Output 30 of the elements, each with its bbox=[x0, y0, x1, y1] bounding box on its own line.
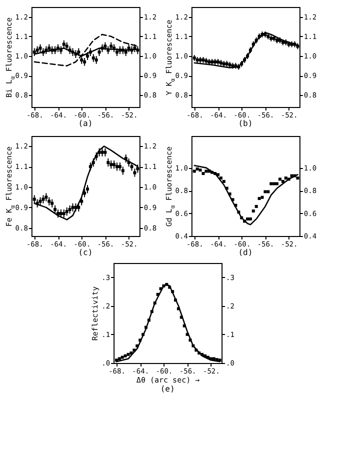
point bbox=[246, 217, 249, 220]
point bbox=[254, 204, 258, 208]
point bbox=[204, 170, 208, 173]
point bbox=[284, 176, 288, 180]
point bbox=[264, 190, 267, 194]
point bbox=[120, 356, 124, 359]
point bbox=[260, 196, 264, 199]
point bbox=[222, 180, 226, 183]
point bbox=[198, 168, 202, 172]
text: (e) bbox=[160, 384, 175, 394]
point bbox=[212, 357, 216, 360]
point bbox=[118, 357, 121, 360]
point bbox=[126, 352, 130, 356]
point bbox=[296, 176, 300, 180]
point bbox=[196, 167, 199, 170]
text: (a) bbox=[78, 119, 93, 128]
text: (d) bbox=[238, 248, 253, 257]
point bbox=[248, 217, 252, 220]
point bbox=[270, 182, 273, 186]
point bbox=[272, 182, 276, 186]
text: (c) bbox=[78, 248, 93, 257]
point bbox=[278, 178, 282, 181]
point bbox=[192, 170, 196, 173]
text: (b) bbox=[238, 119, 253, 128]
point bbox=[266, 190, 270, 194]
point bbox=[219, 176, 222, 180]
point bbox=[276, 182, 278, 186]
point bbox=[202, 172, 205, 175]
point bbox=[252, 210, 255, 212]
point bbox=[124, 354, 127, 358]
